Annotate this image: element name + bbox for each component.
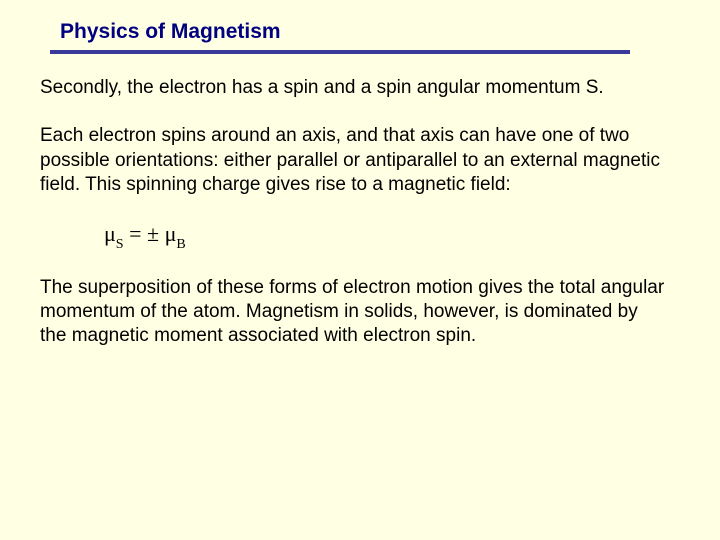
title-rule xyxy=(50,50,630,54)
mu-symbol: μ xyxy=(104,221,116,246)
formula: μS = ± μB xyxy=(104,221,676,251)
subscript-b: B xyxy=(176,237,185,252)
slide: Physics of Magnetism Secondly, the elect… xyxy=(0,0,720,540)
subscript-s: S xyxy=(116,237,124,252)
slide-title: Physics of Magnetism xyxy=(60,20,676,44)
plus-minus: ± xyxy=(147,221,159,246)
mu-symbol-2: μ xyxy=(165,221,177,246)
paragraph-1: Secondly, the electron has a spin and a … xyxy=(40,76,666,100)
equals-sign: = xyxy=(124,221,147,246)
paragraph-2: Each electron spins around an axis, and … xyxy=(40,124,666,197)
paragraph-3: The superposition of these forms of elec… xyxy=(40,276,666,349)
